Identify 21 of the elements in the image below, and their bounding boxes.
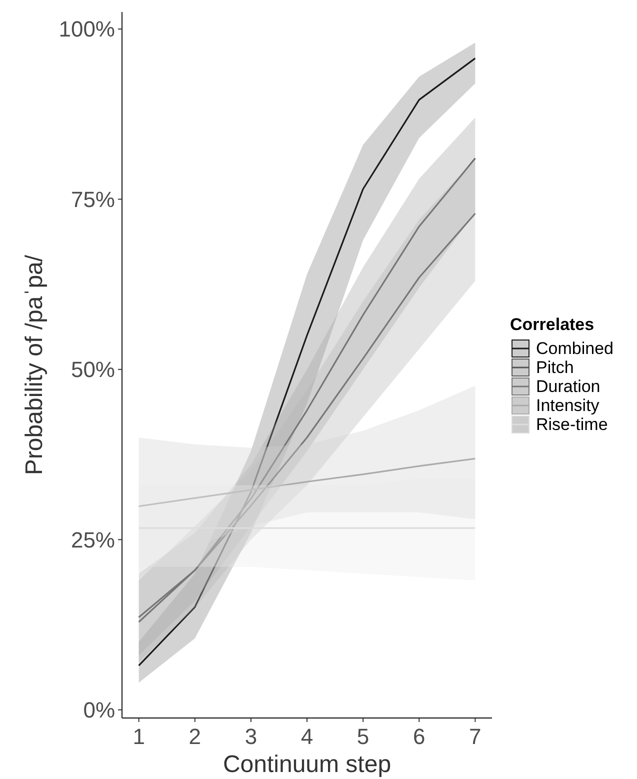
y-tick-label: 100% [58, 16, 115, 42]
legend-label: Intensity [536, 396, 600, 415]
legend-label: Rise-time [536, 415, 608, 434]
line-series [138, 458, 476, 508]
legend-label: Pitch [536, 358, 574, 377]
y-tick-label: 25% [70, 527, 115, 552]
legend-title: Correlates [510, 315, 594, 334]
legend-label: Duration [536, 377, 600, 396]
y-axis-title: Probability of /paˈpa/ [21, 254, 48, 476]
x-tick-label: 1 [132, 724, 145, 749]
x-tick-label: 7 [469, 724, 482, 749]
y-tick-label: 75% [70, 186, 115, 212]
x-tick-label: 3 [244, 724, 258, 749]
x-axis-title: Continuum step [222, 751, 392, 778]
y-tick-label: 50% [70, 357, 115, 382]
x-tick-label: 4 [300, 724, 314, 749]
x-tick-label: 2 [188, 724, 202, 749]
x-tick-label: 6 [412, 724, 426, 749]
y-tick-label: 0% [83, 698, 115, 723]
legend-label: Combined [536, 339, 614, 358]
x-tick-label: 5 [356, 724, 370, 749]
